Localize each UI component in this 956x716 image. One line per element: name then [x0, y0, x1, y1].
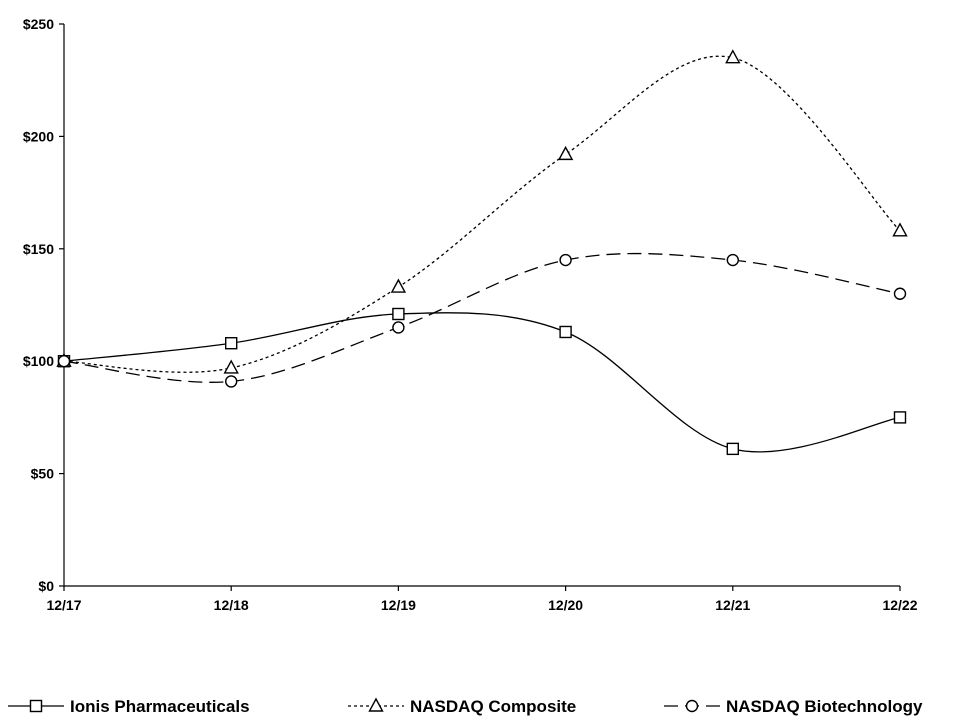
data-point-square [226, 338, 237, 349]
y-tick-label: $0 [38, 578, 54, 594]
series-layer [58, 51, 907, 455]
data-point-square [727, 443, 738, 454]
series-line [64, 254, 900, 383]
x-ticks: 12/17 12/18 12/19 12/20 12/21 12/22 [46, 586, 917, 613]
axes [64, 24, 900, 586]
series-square [59, 308, 906, 454]
x-tick-label: 12/18 [214, 597, 249, 613]
legend-label: NASDAQ Biotechnology [726, 697, 923, 716]
y-tick-label: $250 [23, 16, 54, 32]
legend: Ionis Pharmaceuticals NASDAQ Composite NAS… [8, 697, 923, 716]
legend-marker-triangle [370, 699, 383, 711]
data-point-circle [226, 376, 237, 387]
x-tick-label: 12/17 [46, 597, 81, 613]
x-tick-label: 12/21 [715, 597, 750, 613]
legend-item: NASDAQ Biotechnology [664, 697, 923, 716]
x-tick-label: 12/20 [548, 597, 583, 613]
data-point-triangle [559, 147, 572, 159]
data-point-circle [59, 356, 70, 367]
x-tick-label: 12/22 [882, 597, 917, 613]
data-point-square [895, 412, 906, 423]
data-point-square [560, 326, 571, 337]
legend-item: Ionis Pharmaceuticals [8, 697, 250, 716]
data-point-circle [393, 322, 404, 333]
data-point-triangle [392, 280, 405, 292]
data-point-circle [895, 288, 906, 299]
data-point-circle [560, 255, 571, 266]
y-tick-label: $200 [23, 128, 54, 144]
series-line [64, 313, 900, 452]
y-tick-label: $100 [23, 353, 54, 369]
legend-label: NASDAQ Composite [410, 697, 576, 716]
data-point-square [393, 308, 404, 319]
y-ticks: $0 $50 $100 $150 $200 $250 [23, 16, 64, 594]
series-line [64, 56, 900, 372]
legend-marker-square [31, 701, 42, 712]
legend-label: Ionis Pharmaceuticals [70, 697, 250, 716]
series-triangle [58, 51, 907, 373]
data-point-triangle [225, 361, 238, 373]
data-point-circle [727, 255, 738, 266]
x-tick-label: 12/19 [381, 597, 416, 613]
legend-marker-circle [687, 701, 698, 712]
legend-item: NASDAQ Composite [348, 697, 576, 716]
y-tick-label: $150 [23, 241, 54, 257]
y-tick-label: $50 [31, 466, 55, 482]
series-circle [59, 254, 906, 387]
